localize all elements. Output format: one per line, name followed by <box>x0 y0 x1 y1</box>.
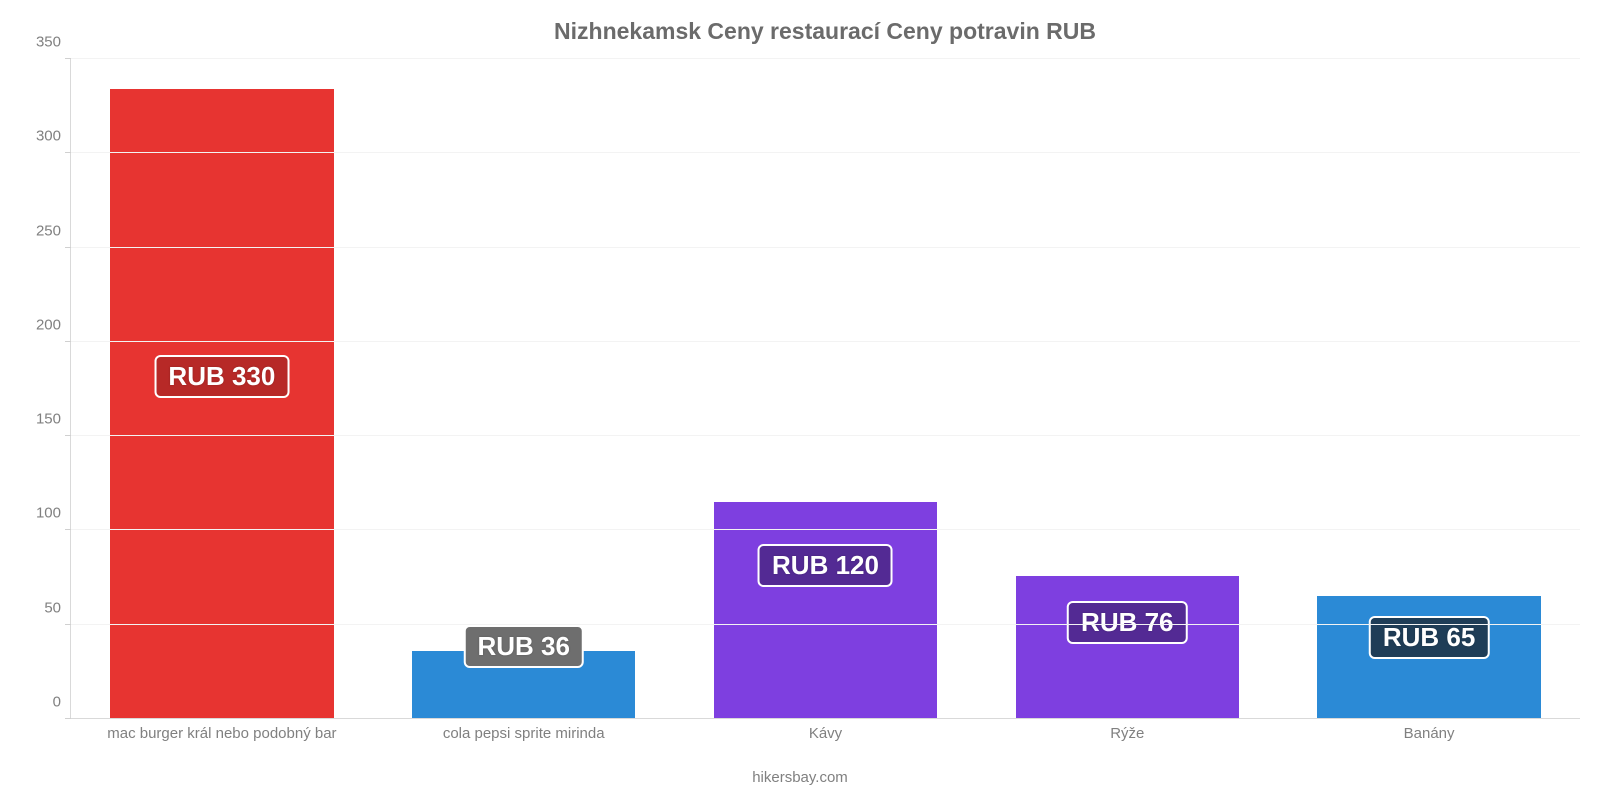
y-tick-label: 50 <box>44 599 71 616</box>
y-tick-mark <box>65 529 71 530</box>
y-tick-mark <box>65 624 71 625</box>
y-tick-label: 0 <box>53 694 71 711</box>
y-tick-mark <box>65 718 71 719</box>
y-tick-label: 150 <box>36 411 71 428</box>
x-axis-label: Kávy <box>675 725 977 742</box>
y-tick-label: 350 <box>36 34 71 51</box>
x-axis-labels: mac burger král nebo podobný barcola pep… <box>71 719 1580 742</box>
x-axis-label: Banány <box>1278 725 1580 742</box>
y-tick-label: 100 <box>36 505 71 522</box>
bar-value-badge: RUB 76 <box>1067 601 1187 644</box>
bar-slot: RUB 65 <box>1278 59 1580 719</box>
x-axis-label: Rýže <box>976 725 1278 742</box>
bar <box>1016 576 1239 719</box>
grid-line <box>71 624 1580 625</box>
bar-slot: RUB 330 <box>71 59 373 719</box>
y-tick-mark <box>65 152 71 153</box>
bar-slot: RUB 76 <box>976 59 1278 719</box>
bar-value-badge: RUB 36 <box>463 625 583 668</box>
price-bar-chart: Nizhnekamsk Ceny restaurací Ceny potravi… <box>0 0 1600 800</box>
y-tick-mark <box>65 58 71 59</box>
bar-value-badge: RUB 65 <box>1369 616 1489 659</box>
grid-line <box>71 341 1580 342</box>
bar-value-badge: RUB 120 <box>758 544 893 587</box>
grid-line <box>71 529 1580 530</box>
bar-slot: RUB 120 <box>675 59 977 719</box>
bar-value-badge: RUB 330 <box>154 355 289 398</box>
y-tick-mark <box>65 341 71 342</box>
y-tick-mark <box>65 247 71 248</box>
x-axis-label: cola pepsi sprite mirinda <box>373 725 675 742</box>
source-label: hikersbay.com <box>752 769 848 786</box>
bar <box>714 502 937 719</box>
grid-line <box>71 247 1580 248</box>
x-axis-label: mac burger král nebo podobný bar <box>71 725 373 742</box>
y-tick-label: 200 <box>36 316 71 333</box>
y-tick-label: 250 <box>36 222 71 239</box>
chart-title: Nizhnekamsk Ceny restaurací Ceny potravi… <box>70 10 1580 59</box>
y-tick-mark <box>65 435 71 436</box>
grid-line <box>71 58 1580 59</box>
grid-line <box>71 435 1580 436</box>
bars-row: RUB 330 RUB 36 RUB 120 RUB 76 RUB 65 <box>71 59 1580 719</box>
plot-area: RUB 330RUB 36RUB 120RUB 76RUB 65 mac bur… <box>70 59 1580 719</box>
grid-line <box>71 152 1580 153</box>
bar-slot: RUB 36 <box>373 59 675 719</box>
y-tick-label: 300 <box>36 128 71 145</box>
